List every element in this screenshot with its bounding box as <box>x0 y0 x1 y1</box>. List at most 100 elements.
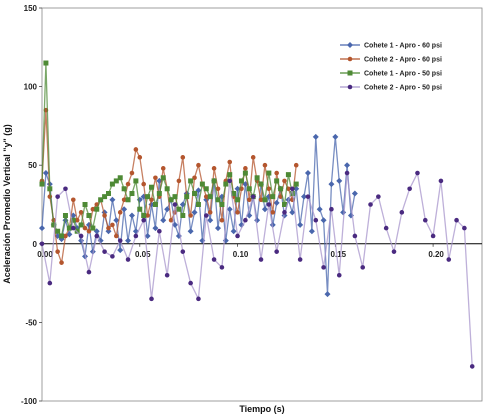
data-point <box>383 225 389 231</box>
data-point <box>305 194 311 199</box>
series-line <box>41 62 297 238</box>
data-point <box>180 249 186 254</box>
y-tick-label: 100 <box>24 83 38 92</box>
data-point <box>215 197 221 203</box>
data-point <box>70 197 76 203</box>
data-point <box>293 162 299 168</box>
data-point <box>262 197 268 203</box>
data-point <box>106 225 111 231</box>
data-point <box>133 233 139 239</box>
data-point <box>301 193 308 200</box>
data-point <box>94 233 100 239</box>
data-point <box>133 147 139 152</box>
data-point <box>113 178 119 184</box>
data-point <box>446 257 452 262</box>
legend-label: Cohete 1 - Apro - 60 psi <box>364 43 442 50</box>
data-point <box>347 42 353 48</box>
data-point <box>211 178 217 184</box>
data-point <box>66 231 73 238</box>
x-tick-label: 0.20 <box>428 250 444 259</box>
data-point <box>62 213 68 219</box>
data-point <box>324 291 331 298</box>
data-point <box>86 213 92 219</box>
data-point <box>188 280 193 286</box>
data-point <box>391 249 397 254</box>
legend: Cohete 1 - Apro - 60 psi Cohete 2 - Apro … <box>340 42 442 92</box>
data-point <box>344 162 351 169</box>
data-point <box>415 170 420 176</box>
data-point <box>137 155 143 160</box>
data-point <box>196 296 201 302</box>
data-point <box>223 181 229 187</box>
data-point <box>351 190 358 197</box>
series-line <box>41 171 473 367</box>
data-point <box>145 213 150 218</box>
data-point <box>266 202 272 207</box>
data-point <box>227 178 233 184</box>
data-point <box>192 190 198 196</box>
data-point <box>368 202 373 207</box>
data-point <box>360 265 366 270</box>
data-point <box>235 197 241 203</box>
data-point <box>407 186 412 192</box>
data-point <box>141 213 147 219</box>
data-point <box>328 181 335 188</box>
data-point <box>195 202 201 207</box>
data-point <box>129 170 135 176</box>
data-point <box>180 213 186 219</box>
data-point <box>266 170 272 176</box>
data-point <box>78 222 84 228</box>
data-point <box>102 249 107 254</box>
series-4 <box>39 170 475 369</box>
y-tick-label: 0 <box>33 240 38 249</box>
data-point <box>274 170 279 176</box>
data-point <box>55 228 61 234</box>
data-point <box>254 175 260 181</box>
data-point <box>172 202 178 207</box>
data-point <box>308 228 315 235</box>
data-point <box>211 166 217 171</box>
data-point <box>347 56 353 62</box>
data-point <box>304 170 311 177</box>
data-point <box>82 202 88 207</box>
data-point <box>109 181 115 187</box>
data-point <box>55 249 60 254</box>
data-point <box>39 181 45 187</box>
data-point <box>399 210 405 215</box>
data-point <box>149 184 155 190</box>
data-point <box>117 210 123 215</box>
data-point <box>70 217 76 223</box>
data-point <box>129 190 135 196</box>
data-point <box>141 181 146 187</box>
y-tick-label: 50 <box>28 161 37 170</box>
data-point <box>164 206 171 213</box>
data-point <box>266 186 272 192</box>
data-point <box>43 60 49 66</box>
data-point <box>149 197 154 203</box>
data-point <box>128 212 135 219</box>
data-point <box>172 194 178 200</box>
data-point <box>227 172 233 178</box>
data-point <box>258 257 264 262</box>
data-point <box>290 186 295 192</box>
data-point <box>188 213 193 218</box>
data-point <box>176 178 182 184</box>
data-point <box>63 186 68 192</box>
data-point <box>250 155 256 160</box>
data-point <box>125 257 131 262</box>
legend-entry: Cohete 1 - Apro - 60 psi <box>340 42 442 50</box>
data-point <box>344 170 350 176</box>
data-point <box>376 194 381 199</box>
data-point <box>297 257 303 262</box>
series-layer <box>39 60 475 369</box>
legend-entry: Cohete 1 - Apro - 50 psi <box>340 70 442 78</box>
data-point <box>168 217 174 223</box>
data-point <box>90 225 96 231</box>
x-axis-title: Tiempo (s) <box>239 404 284 414</box>
data-point <box>226 206 233 213</box>
data-point <box>144 232 151 239</box>
y-tick-label: -100 <box>21 397 38 406</box>
y-tick-label: -50 <box>25 318 37 327</box>
data-point <box>321 265 326 270</box>
data-point <box>160 217 167 224</box>
